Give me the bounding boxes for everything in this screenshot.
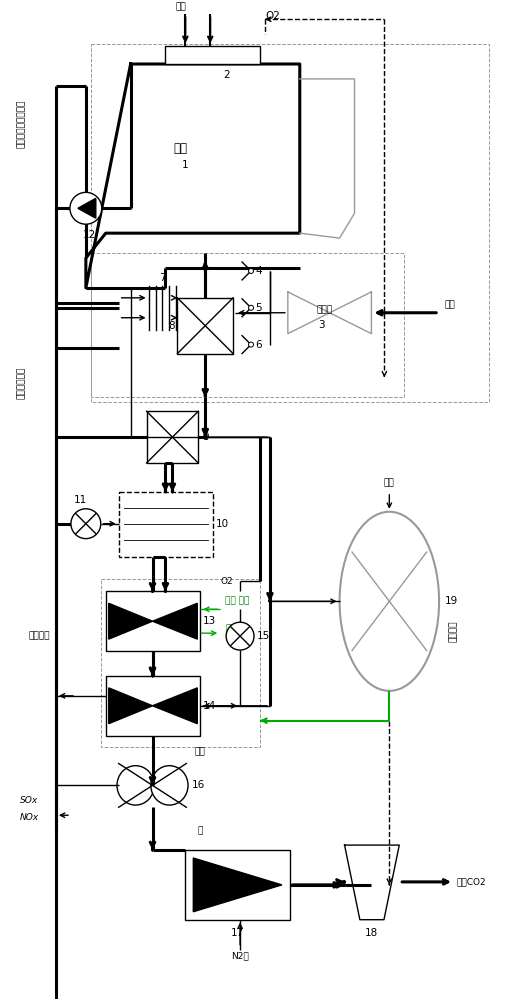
Text: 12: 12 bbox=[83, 230, 97, 240]
Text: 烟气: 烟气 bbox=[195, 748, 205, 757]
Text: 2: 2 bbox=[224, 70, 230, 80]
Ellipse shape bbox=[340, 512, 439, 691]
Text: 热水出: 热水出 bbox=[225, 625, 241, 634]
Bar bbox=[91, 253, 404, 397]
Polygon shape bbox=[152, 688, 197, 724]
Bar bbox=[185, 850, 290, 920]
Text: 冷水 进水: 冷水 进水 bbox=[225, 597, 249, 606]
Bar bbox=[147, 411, 198, 463]
Polygon shape bbox=[330, 292, 371, 334]
Polygon shape bbox=[109, 688, 152, 724]
Polygon shape bbox=[78, 198, 96, 218]
Polygon shape bbox=[193, 858, 282, 912]
Text: 烟气处理装置: 烟气处理装置 bbox=[17, 366, 26, 399]
Text: 10: 10 bbox=[216, 519, 229, 529]
Text: 空气: 空气 bbox=[384, 478, 394, 487]
Text: 16: 16 bbox=[191, 780, 204, 790]
Text: O2: O2 bbox=[220, 577, 233, 586]
Text: 14: 14 bbox=[203, 701, 217, 711]
Ellipse shape bbox=[151, 766, 188, 805]
Text: 1: 1 bbox=[182, 160, 189, 170]
Bar bbox=[106, 676, 200, 736]
Text: 8: 8 bbox=[168, 321, 174, 331]
Text: 3: 3 bbox=[318, 320, 325, 330]
Text: 水: 水 bbox=[198, 826, 203, 835]
Text: 9: 9 bbox=[202, 432, 209, 442]
Polygon shape bbox=[109, 603, 152, 639]
Text: 19: 19 bbox=[445, 596, 458, 606]
Text: SOx: SOx bbox=[20, 796, 38, 805]
Text: 6: 6 bbox=[255, 340, 262, 350]
Text: 7: 7 bbox=[159, 273, 166, 283]
Text: 低温烟气: 低温烟气 bbox=[449, 620, 458, 642]
Text: N2回: N2回 bbox=[231, 952, 249, 961]
Bar bbox=[166, 46, 260, 64]
Bar bbox=[106, 591, 200, 651]
Text: 回冷凝水: 回冷凝水 bbox=[28, 632, 50, 641]
Circle shape bbox=[248, 305, 253, 310]
Text: 18: 18 bbox=[365, 928, 378, 938]
Ellipse shape bbox=[117, 766, 154, 805]
Text: 5: 5 bbox=[255, 303, 262, 313]
Text: 17: 17 bbox=[230, 928, 244, 938]
Text: 11: 11 bbox=[74, 495, 87, 505]
Text: 再循环烟气供给管道: 再循环烟气供给管道 bbox=[17, 100, 26, 148]
Text: 15: 15 bbox=[257, 631, 270, 641]
Text: NOx: NOx bbox=[19, 813, 39, 822]
Text: 烟气: 烟气 bbox=[444, 301, 455, 310]
Bar bbox=[177, 298, 233, 354]
Text: 燃料: 燃料 bbox=[175, 2, 186, 11]
Text: 锅炉: 锅炉 bbox=[173, 142, 188, 155]
Text: 换热器: 换热器 bbox=[317, 305, 333, 314]
Circle shape bbox=[248, 342, 253, 347]
Bar bbox=[119, 492, 213, 557]
Text: 4: 4 bbox=[255, 266, 262, 276]
Polygon shape bbox=[152, 603, 197, 639]
Circle shape bbox=[70, 192, 102, 224]
Text: 液态CO2: 液态CO2 bbox=[457, 877, 486, 886]
Circle shape bbox=[71, 509, 101, 539]
Circle shape bbox=[226, 622, 254, 650]
Bar bbox=[91, 44, 489, 402]
Text: 13: 13 bbox=[203, 616, 217, 626]
Bar bbox=[101, 579, 260, 747]
Polygon shape bbox=[288, 292, 330, 334]
Polygon shape bbox=[344, 845, 399, 920]
Circle shape bbox=[248, 268, 253, 273]
Text: O2: O2 bbox=[265, 11, 280, 21]
